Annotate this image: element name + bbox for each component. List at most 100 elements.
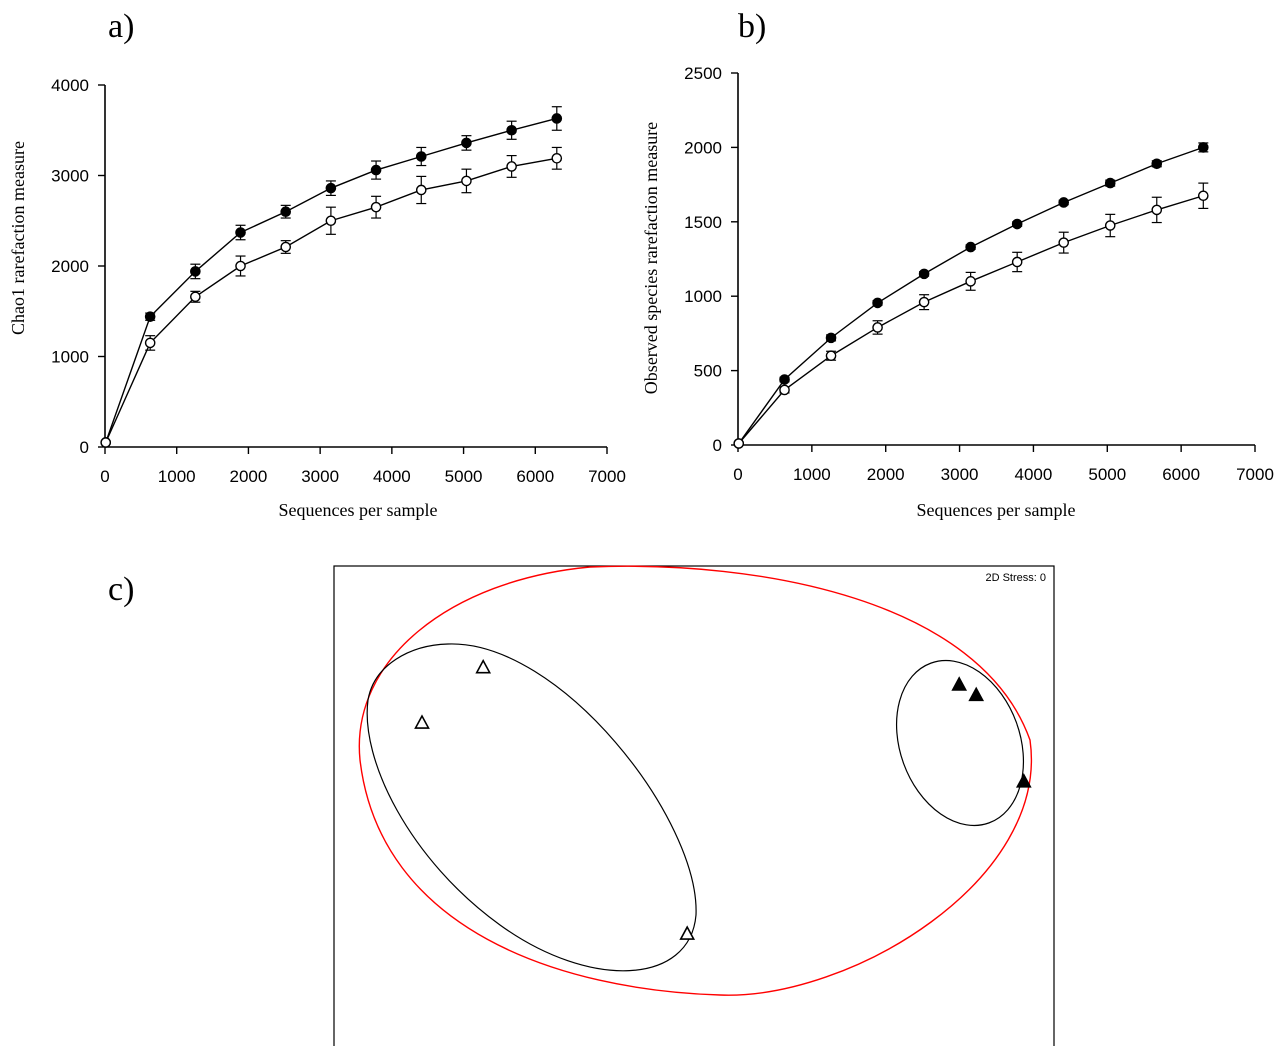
panel-b-data-point: [1198, 142, 1209, 153]
panel-b-x-tick-label: 2000: [867, 465, 905, 484]
panel-b-x-tick-label: 5000: [1088, 465, 1126, 484]
open-triangle-point: [679, 925, 696, 940]
panel-b-axes: 0 1000 2000 3000 4000 5000 6000 7000 0 500 1000 150…: [684, 64, 1274, 484]
open-triangle-point: [414, 714, 430, 729]
panel-a-y-tick-label: 0: [80, 438, 89, 457]
panel-b-data-point: [1151, 158, 1163, 170]
panel-b-series: [733, 142, 1209, 449]
filled-triangle-point: [951, 676, 968, 691]
panel-b-data-point: [825, 332, 837, 344]
panel-a-series-line-2: [105, 157, 557, 443]
panel-a-y-tick-label: 1000: [51, 348, 89, 367]
panel-b-data-point: [872, 322, 883, 333]
panel-b-data-point: [825, 350, 837, 362]
panel-b-data-point: [779, 384, 790, 396]
panel-b-x-tick-label: 7000: [1236, 465, 1274, 484]
panel-a-data-point: [144, 311, 156, 322]
panel-c-ordination-plot: 2D Stress: 0: [333, 565, 1055, 1046]
panel-a-x-axis-title: Sequences per sample: [279, 500, 438, 520]
panel-a-x-tick-label: 1000: [158, 467, 196, 486]
panel-a-x-tick-label: 4000: [373, 467, 411, 486]
panel-b-x-axis-title: Sequences per sample: [917, 500, 1076, 520]
panel-a-y-tick-label: 3000: [51, 167, 89, 186]
panel-c-frame: [333, 565, 1055, 1046]
panel-b-y-tick-label: 1500: [684, 213, 722, 232]
panel-b-x-tick-label: 6000: [1162, 465, 1200, 484]
panel-a-data-point: [370, 201, 382, 213]
filled-triangle-point: [1015, 773, 1032, 788]
panel-a-x-tick-label: 7000: [588, 467, 626, 486]
panel-a-data-point: [235, 260, 246, 272]
panel-b-letter: b): [738, 8, 766, 45]
panel-b-data-point: [779, 374, 790, 385]
panel-b-data-point: [1151, 204, 1163, 216]
panel-a-data-point: [551, 113, 563, 124]
panel-b-y-tick-label: 1000: [684, 287, 722, 306]
panel-b-y-tick-label: 2500: [684, 64, 722, 83]
panel-b-x-tick-label: 1000: [793, 465, 831, 484]
panel-b-x-tick-label: 0: [733, 465, 742, 484]
panel-b-series-line-1: [738, 146, 1204, 444]
panel-a-data-point: [506, 161, 517, 172]
panel-a-data-point: [280, 241, 292, 253]
panel-a-data-point: [415, 184, 427, 196]
panel-a-data-point: [551, 153, 563, 164]
panel-a-data-point: [280, 206, 292, 217]
panel-a-x-tick-label: 2000: [230, 467, 268, 486]
panel-a-letter: a): [108, 8, 134, 45]
panel-b-data-point: [918, 268, 930, 280]
panel-a-data-point: [100, 437, 112, 448]
panel-a-x-tick-label: 5000: [445, 467, 483, 486]
panel-b-series-line-2: [738, 195, 1204, 444]
panel-a-data-point: [461, 137, 472, 149]
panel-b-y-tick-label: 500: [694, 362, 722, 381]
panel-c-letter: c): [108, 571, 134, 608]
panel-b-y-tick-label: 2000: [684, 138, 722, 157]
panel-a-x-tick-label: 3000: [301, 467, 339, 486]
panel-b-data-point: [1104, 177, 1116, 189]
panel-b-data-point: [918, 296, 930, 308]
panel-b-x-tick-label: 3000: [941, 465, 979, 484]
panel-a-data-point: [190, 291, 201, 303]
panel-a-y-axis-title: Chao1 rarefaction measure: [8, 141, 28, 335]
panel-b-data-point: [872, 297, 883, 309]
panel-a-data-point: [325, 215, 337, 227]
filled-triangle-group-outline: [895, 659, 1025, 827]
panel-b-data-point: [1011, 218, 1023, 230]
panel-b-chart: 0 1000 2000 3000 4000 5000 6000 7000 0 500 1000 150…: [641, 64, 1274, 520]
panel-a-data-point: [144, 337, 156, 349]
panel-c-points: [414, 658, 1032, 940]
panel-b-data-point: [1104, 220, 1116, 231]
panel-a-data-point: [415, 151, 427, 162]
filled-triangle-point: [968, 686, 985, 702]
panel-a-x-tick-label: 6000: [516, 467, 554, 486]
stress-annotation: 2D Stress: 0: [985, 572, 1046, 584]
panel-a-x-tick-label: 0: [100, 467, 109, 486]
panel-b-data-point: [1058, 197, 1070, 208]
panel-a-axes: 0 1000 2000 3000 4000 5000 6000 7000 0 1000 2000 30…: [51, 76, 626, 486]
panel-b-x-tick-label: 4000: [1015, 465, 1053, 484]
panel-b-data-point: [1058, 237, 1070, 248]
panel-a-data-point: [235, 227, 246, 238]
panel-a-series-line-1: [105, 117, 557, 443]
panel-a-series: [100, 106, 563, 448]
open-triangle-group-outline: [366, 643, 697, 972]
panel-b-y-axis-title: Observed species rarefaction measure: [641, 122, 661, 394]
panel-b-data-point: [1198, 190, 1209, 202]
panel-a-data-point: [190, 266, 201, 277]
open-triangle-point: [475, 658, 492, 674]
panel-a-chart: 0 1000 2000 3000 4000 5000 6000 7000 0 1000 2000 30…: [8, 76, 626, 520]
panel-b-data-point: [965, 241, 976, 253]
panel-a-data-point: [506, 124, 517, 136]
panel-a-y-tick-label: 4000: [51, 76, 89, 95]
panel-b-data-point: [1011, 256, 1023, 268]
panel-a-data-point: [325, 182, 337, 194]
panel-a-data-point: [461, 175, 472, 187]
panel-a-y-tick-label: 2000: [51, 257, 89, 276]
outer-cluster-outline: [358, 565, 1033, 996]
panel-b-y-tick-label: 0: [713, 436, 722, 455]
panel-b-data-point: [965, 276, 976, 287]
panel-b-data-point: [733, 438, 745, 449]
panel-a-data-point: [370, 164, 382, 176]
